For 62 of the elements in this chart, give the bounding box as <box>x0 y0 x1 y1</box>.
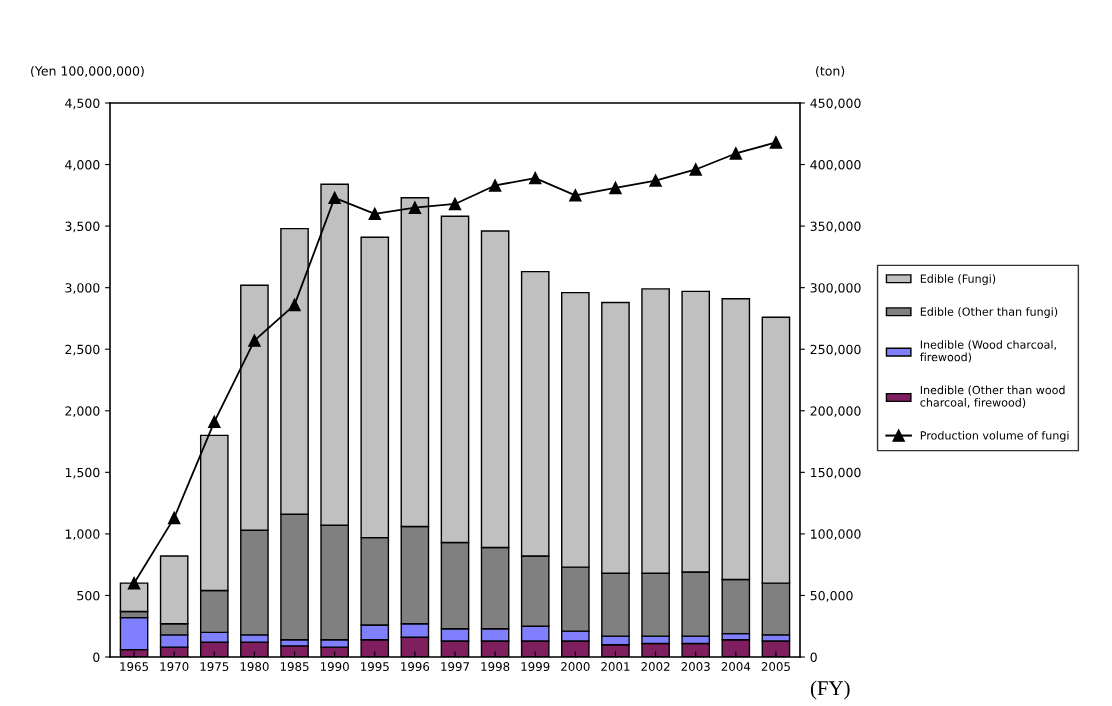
x-tick-label: 1985 <box>280 662 309 671</box>
y-tick-label: 500 <box>77 590 100 601</box>
y-tick-label: 4,000 <box>65 160 100 171</box>
y2-tick-label: 50,000 <box>810 590 853 602</box>
x-tick-label: 1990 <box>320 662 349 671</box>
y-tick-label: 2,000 <box>65 406 100 417</box>
x-tick-label: 1965 <box>120 662 149 671</box>
y2-tick-label: 350,000 <box>810 221 861 233</box>
x-tick-label: 2001 <box>601 662 630 671</box>
x-tick-label: 1975 <box>200 662 229 671</box>
legend-label: Edible (Other than fungi) <box>920 307 1058 318</box>
y2-tick-label: 100,000 <box>811 529 861 541</box>
y-axis-title: (Yen 100,000,000) <box>31 65 144 78</box>
x-tick-label: 2004 <box>721 662 751 671</box>
legend-label: Inedible (Other than wood charcoal, firewood) <box>920 385 1065 408</box>
x-tick-label: 2000 <box>561 662 590 671</box>
point <box>569 189 582 202</box>
y2-tick-label: 250,000 <box>810 344 861 356</box>
point <box>488 179 502 192</box>
point <box>609 181 622 195</box>
x-tick-label: 1998 <box>481 662 510 671</box>
point <box>167 511 181 525</box>
y2-tick-label: 450,000 <box>810 98 861 110</box>
y-tick-label: 3,000 <box>65 283 100 294</box>
point <box>729 147 743 160</box>
point <box>528 171 542 185</box>
point <box>208 415 221 429</box>
y2-tick-label: 200,000 <box>810 406 861 417</box>
y2-tick-label: 300,000 <box>810 283 861 294</box>
legend-label: Production volume of fungi <box>920 431 1069 442</box>
point <box>649 174 662 187</box>
point <box>689 163 702 176</box>
point <box>769 136 783 149</box>
y2-tick-label: 150,000 <box>811 467 861 479</box>
y-tick-label: 3,500 <box>65 221 100 233</box>
point <box>448 197 462 211</box>
x-tick-label: 1995 <box>361 662 389 671</box>
x-axis-title: (FY) <box>810 680 850 700</box>
x-tick-label: 2003 <box>681 662 710 671</box>
y2-tick-label: 0 <box>810 652 817 662</box>
point <box>368 207 382 221</box>
y-tick-label: 1,500 <box>65 467 100 479</box>
x-tick-label: 2002 <box>641 662 670 671</box>
y2-tick-label: 400,000 <box>810 160 861 171</box>
point <box>408 201 422 214</box>
point <box>248 334 261 347</box>
point <box>328 191 341 205</box>
legend-label: Inedible (Wood charcoal, firewood) <box>920 340 1056 363</box>
point <box>127 576 141 590</box>
x-tick-label: 1999 <box>521 662 550 671</box>
x-tick-label: 1970 <box>160 662 189 671</box>
y-tick-label: 0 <box>93 652 100 662</box>
point <box>288 298 301 312</box>
y-tick-label: 1,000 <box>65 529 100 541</box>
x-tick-label: 2005 <box>761 662 790 671</box>
legend-label: Edible (Fungi) <box>920 274 996 285</box>
y-tick-label: 2,500 <box>65 344 100 356</box>
x-tick-label: 1980 <box>240 662 269 671</box>
x-tick-label: 1997 <box>441 662 470 671</box>
x-tick-label: 1996 <box>401 662 430 671</box>
y-tick-label: 4,500 <box>65 98 100 110</box>
y2-axis-title: (ton) <box>816 65 845 78</box>
